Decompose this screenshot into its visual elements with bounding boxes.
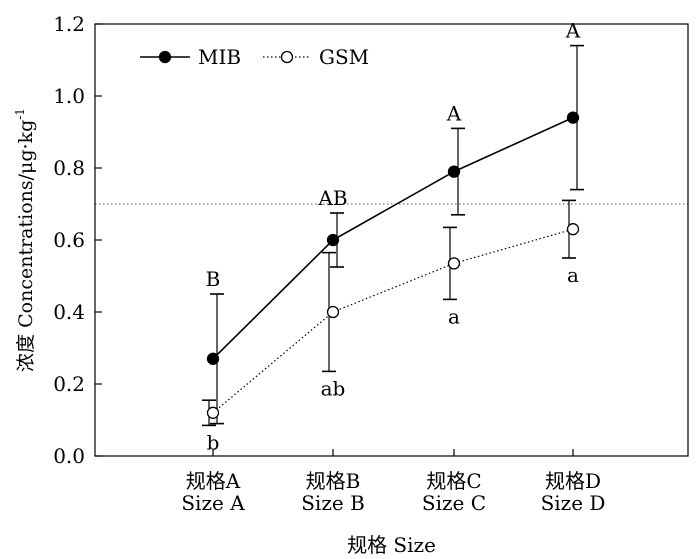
series-layer: B AB A Ab ab a a [202,19,584,454]
mib-point [566,111,580,124]
y-tick-label: 0.8 [53,156,85,180]
y-tick-label: 0.2 [53,372,85,396]
x-tick-label-en: Size C [422,491,486,515]
gsm-significance-letter: ab [321,376,346,400]
mib-significance-letter: B [206,267,221,291]
x-axis-label: 规格 Size [347,533,436,557]
x-tick-label-en: Size B [301,491,365,515]
x-tick-label-cn: 规格B [306,469,361,493]
legend-gsm-marker [280,50,294,64]
legend-mib-label: MIB [198,45,241,69]
gsm-significance-letter: a [448,304,460,328]
gsm-point [206,406,220,419]
x-tick-label-en: Size A [181,491,245,515]
gsm-significance-letter: b [207,430,220,454]
mib-line [212,116,574,360]
y-tick-label: 0.6 [53,228,85,252]
gsm-point [447,257,461,270]
y-axis-label-superscript: -1 [13,108,27,120]
mib-point [447,165,461,178]
x-tick-label-en: Size D [541,491,606,515]
plot-frame [94,23,689,457]
legend-mib-marker [158,50,172,64]
gsm-significance-letter: a [567,263,579,287]
y-tick-label: 0.4 [53,300,85,324]
x-tick-label-cn: 规格D [545,469,601,493]
mib-point [206,352,220,365]
mib-significance-letter: A [565,19,581,43]
y-axis-label-text: 浓度 Concentrations/μg·kg [15,120,37,372]
gsm-line [212,228,574,414]
mib-significance-letter: AB [317,186,347,210]
legend: MIB GSM [140,45,369,69]
y-axis-label: 浓度 Concentrations/μg·kg-1 [13,108,37,372]
mib-significance-letter: A [446,101,462,125]
legend-gsm-label: GSM [319,45,369,69]
x-tick-label-cn: 规格C [426,469,481,493]
y-tick-label: 0.0 [53,444,85,468]
gsm-point [566,223,580,236]
y-tick-label: 1.0 [53,84,85,108]
y-tick-label: 1.2 [53,12,85,36]
gsm-point [326,305,340,319]
x-tick-label-cn: 规格A [186,469,241,493]
mib-point [326,233,340,247]
